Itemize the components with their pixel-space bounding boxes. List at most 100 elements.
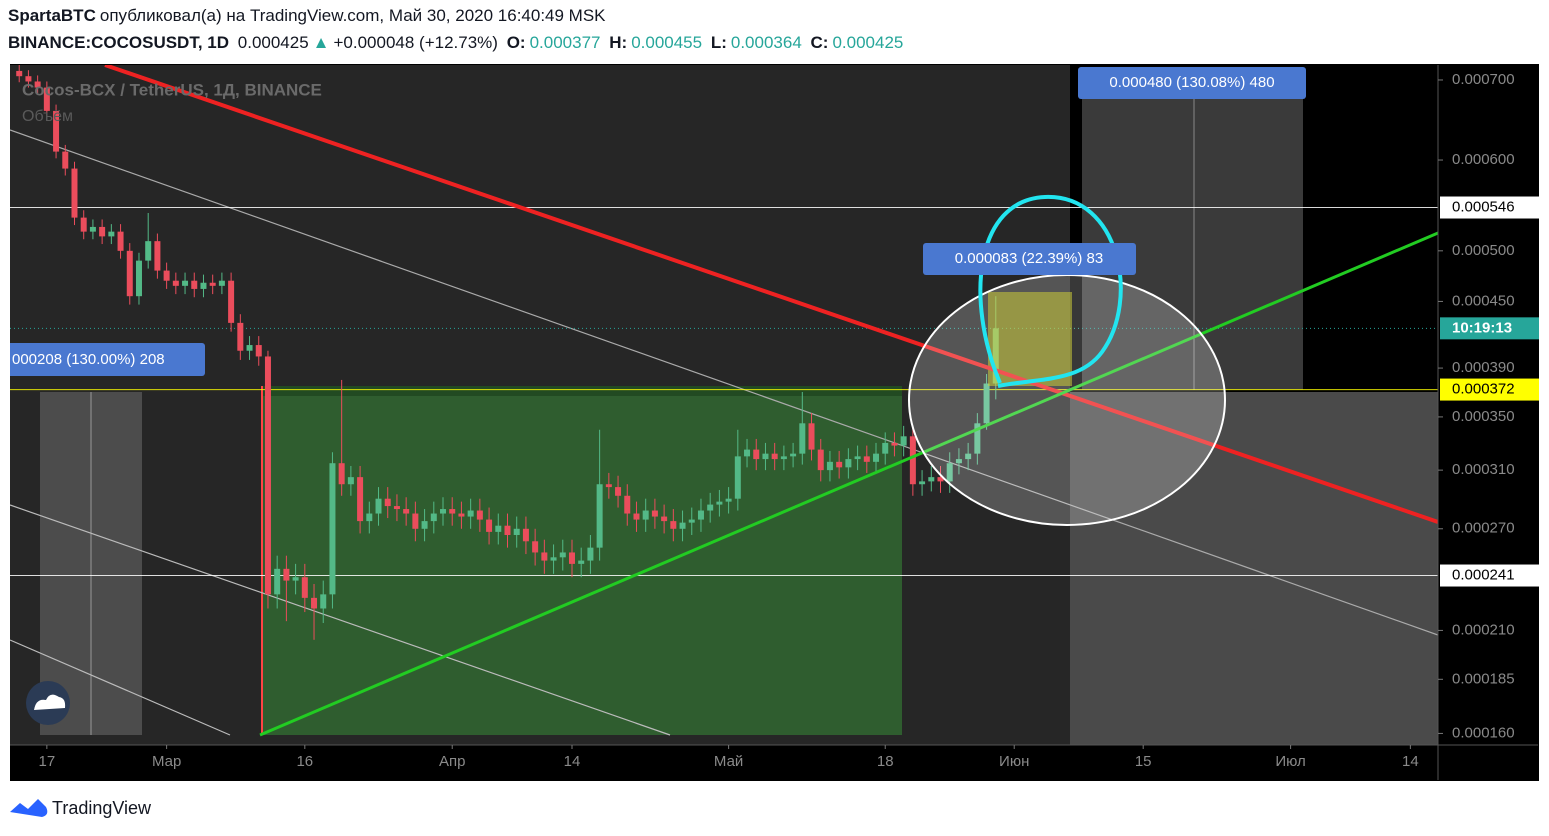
support-line (259, 231, 1438, 737)
y-tick-label: 0.000600 (1452, 151, 1515, 168)
candle-body (486, 519, 493, 532)
countdown-bg (1440, 317, 1539, 340)
levels (10, 207, 1438, 577)
candle-body (311, 597, 318, 609)
candle-body (559, 552, 566, 558)
measure-label: 000208 (130.00%) 208 (12, 351, 165, 368)
publish-info: опубликовал(а) на TradingView.com, Май 3… (99, 6, 606, 25)
candle-body (89, 226, 96, 232)
candle-body (697, 510, 704, 520)
x-tick-label: 14 (1402, 753, 1419, 770)
candle-body (817, 449, 824, 471)
candle-body (615, 487, 622, 496)
level-label-bg (1440, 564, 1539, 587)
candle-body (974, 423, 981, 454)
candle-body (863, 456, 870, 462)
candle-body (237, 322, 244, 351)
measure-box (923, 243, 1136, 275)
candle-body (338, 463, 345, 485)
author: SpartaBTC (8, 6, 96, 25)
candle-body (145, 241, 152, 261)
y-tick-label: 0.000350 (1452, 408, 1515, 425)
candle-body (707, 504, 714, 511)
x-tick-label: 18 (877, 753, 894, 770)
y-tick-label: 0.000450 (1452, 292, 1515, 309)
candle-body (191, 280, 198, 289)
candle-body (357, 477, 364, 522)
candle-body (578, 560, 585, 564)
candle-body (605, 484, 612, 488)
symbol-line: BINANCE:COCOSUSDT, 1D 0.000425 ▲ +0.000048… (8, 33, 907, 53)
candle-body (458, 513, 465, 517)
range-box (262, 386, 902, 735)
open-label: O: (506, 33, 526, 52)
candle-body (550, 557, 557, 561)
candle-body (891, 442, 898, 446)
cyan-scribble (978, 194, 1123, 388)
x-tick-label: Июн (999, 753, 1029, 770)
candle-body (955, 459, 962, 464)
candle-body (182, 280, 189, 286)
candle-body (753, 449, 760, 460)
high-value: 0.000455 (631, 33, 703, 52)
candle-body (117, 231, 124, 251)
candle-body (246, 345, 253, 351)
candle-body (845, 459, 852, 468)
level-label: 0.000241 (1452, 566, 1515, 583)
change-arrow: ▲ (312, 33, 330, 52)
candle-body (403, 509, 410, 514)
candle-body (16, 70, 23, 77)
candle-body (642, 510, 649, 520)
symbol: BINANCE:COCOSUSDT, 1D (8, 33, 230, 52)
candle-body (218, 280, 225, 286)
footer-logo (10, 799, 48, 817)
x-tick-label: 16 (296, 753, 313, 770)
candle-body (71, 168, 78, 218)
candle-body (725, 498, 732, 502)
high-label: H: (609, 33, 628, 52)
candle-body (937, 477, 944, 482)
candle-body (734, 456, 741, 499)
candle-body (347, 477, 354, 485)
candle-body (587, 547, 594, 561)
candle-body (780, 456, 787, 460)
y-tick-label: 0.000310 (1452, 461, 1515, 478)
candle-body (790, 453, 797, 457)
x-tick-label: 15 (1135, 753, 1152, 770)
y-tick-label: 0.000500 (1452, 242, 1515, 259)
candle-body (771, 453, 778, 460)
watermark: Cocos-BCX / TetherUS, 1Д, BINANCE (22, 80, 322, 99)
candle-body (393, 506, 400, 510)
x-tick-label: Июл (1275, 753, 1305, 770)
candle-body (476, 510, 483, 520)
candle-body (43, 87, 50, 111)
candle-body (375, 498, 382, 514)
candle-body (99, 226, 106, 237)
measure-box (10, 343, 205, 376)
candles (16, 65, 999, 640)
candle-body (421, 521, 428, 529)
candle-body (928, 477, 935, 482)
axes: 0.000700 0.000600 0.000500 0.000450 0.000390… (39, 71, 1539, 770)
open-value: 0.000377 (529, 33, 601, 52)
candle-body (495, 525, 502, 532)
candle-body (430, 513, 437, 522)
footer-brand: TradingView (52, 798, 152, 818)
candle-body (799, 423, 806, 454)
candle-body (661, 516, 668, 522)
resistance-line (104, 65, 1438, 524)
y-tick-label: 0.000270 (1452, 520, 1515, 537)
y-tick-label: 0.000700 (1452, 71, 1515, 88)
drawings-back (10, 65, 1438, 745)
logo-cloud (34, 694, 66, 710)
shaded-area (1070, 392, 1438, 745)
candle-body (301, 577, 308, 598)
candle-body (946, 463, 953, 482)
candle-body (209, 282, 216, 286)
measure-label: 0.000083 (22.39%) 83 (955, 250, 1103, 267)
publish-line: SpartaBTC опубликовал(а) на TradingView.c… (8, 6, 610, 26)
candle-body (412, 513, 419, 529)
low-value: 0.000364 (730, 33, 802, 52)
candle-body (882, 442, 889, 454)
